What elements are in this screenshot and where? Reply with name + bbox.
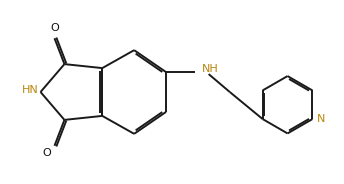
Text: O: O <box>50 23 59 33</box>
Text: N: N <box>317 114 325 124</box>
Text: NH: NH <box>202 64 219 74</box>
Text: O: O <box>43 148 51 158</box>
Text: HN: HN <box>22 85 39 95</box>
